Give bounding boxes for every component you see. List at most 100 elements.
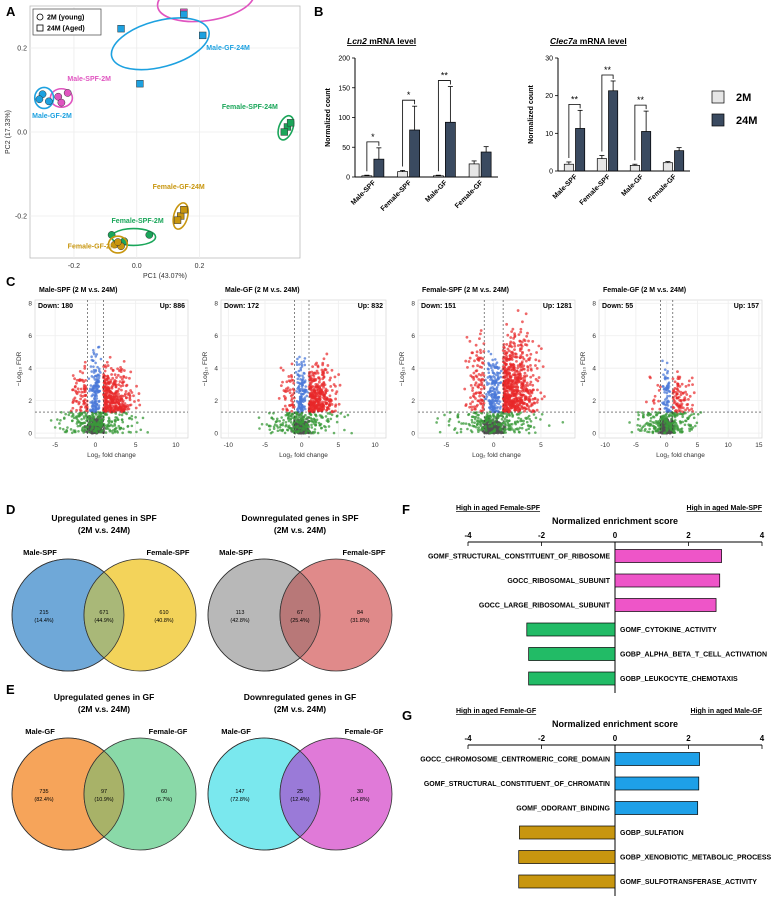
bar-2m <box>433 175 444 178</box>
volcano-x-tick-label: -10 <box>224 442 234 449</box>
volcano-point-sig <box>479 379 483 383</box>
volcano-point-sig <box>103 392 106 396</box>
volcano-point-sig <box>522 338 526 342</box>
pca-plot: -0.2 0.0 0.2 -0.2 0.0 0.2 PC1 (43.07%) PC2 (17.… <box>5 0 301 280</box>
volcano-point-sig <box>288 391 292 395</box>
volcano-point-sig <box>79 397 83 401</box>
bar-significance-bracket <box>366 141 380 172</box>
volcano-point-sig <box>535 408 539 412</box>
volcano-title: Female-GF (2 M v.s. 24M) <box>603 287 686 294</box>
venn-overlap-count: 25 <box>297 789 303 795</box>
volcano-point-fc <box>332 431 336 435</box>
volcano-point-sig <box>330 368 334 372</box>
venn-left-count: 215 <box>39 610 48 616</box>
venn-overlap-pct: (10.9%) <box>94 797 113 803</box>
volcano-point-sig <box>314 405 317 409</box>
volcano-point-sig <box>533 397 537 401</box>
volcano-point-fc <box>308 431 312 435</box>
volcano-point-fc <box>637 413 640 417</box>
volcano-point-sig <box>479 391 482 395</box>
volcano-point-sig <box>109 394 113 398</box>
volcano-point-fc <box>313 428 317 431</box>
volcano-point-fc <box>290 428 293 432</box>
gsea-bar <box>518 850 616 864</box>
volcano-frame <box>598 299 763 439</box>
venn-overlap-pct: (44.9%) <box>94 618 113 624</box>
volcano-point-fc <box>329 417 333 421</box>
volcano-point-fc <box>76 419 80 422</box>
volcano-point-sig <box>102 386 106 390</box>
volcano-point-sig <box>106 364 110 367</box>
gsea-term-label: GOBP_LEUKOCYTE_CHEMOTAXIS <box>620 676 738 683</box>
volcano-point-sig <box>123 394 127 397</box>
volcano-point-sig <box>510 406 514 410</box>
volcano-x-tick-label: 5 <box>134 442 138 449</box>
volcano-point-fdr <box>490 395 494 398</box>
volcano-point-fc <box>503 412 507 415</box>
volcano-point-fdr <box>662 373 665 376</box>
volcano-x-tick-label: 10 <box>725 442 733 449</box>
volcano-point-fdr <box>492 387 496 391</box>
volcano-point-sig <box>292 396 296 400</box>
volcano-point-sig <box>473 359 476 363</box>
volcano-point-fc <box>301 423 305 427</box>
volcano-point-fc <box>56 418 59 421</box>
volcano-point-fdr <box>487 371 491 375</box>
volcano-point-fdr <box>298 363 301 366</box>
volcano-point-sig <box>517 376 521 380</box>
volcano-point-fc <box>688 429 691 433</box>
volcano-point-sig <box>321 371 324 374</box>
volcano-point-fc <box>470 430 474 434</box>
volcano-point-fdr <box>492 407 495 411</box>
volcano-point-fdr <box>87 377 91 380</box>
volcano-point-fdr <box>487 350 490 353</box>
volcano-point-sig <box>687 383 691 387</box>
volcano-point-sig <box>109 407 113 411</box>
volcano-point-fc <box>90 413 94 417</box>
volcano-point-fc <box>636 423 639 427</box>
volcano-x-tick-label: 10 <box>172 442 180 449</box>
volcano-point-sig <box>515 399 519 403</box>
volcano-point-sig <box>137 392 141 395</box>
venn-left-pct: (72.8%) <box>230 797 249 803</box>
volcano-point-fdr <box>488 402 492 405</box>
volcano-point-fc <box>88 415 92 418</box>
volcano-point-sig <box>508 372 512 376</box>
volcano-point-fdr <box>298 355 301 359</box>
volcano-point-sig <box>691 383 694 387</box>
volcano-point-fdr <box>91 388 94 391</box>
venn-right-count: 30 <box>357 789 363 795</box>
volcano-point-fc <box>278 428 282 432</box>
volcano-point-sig <box>508 358 511 362</box>
volcano-point-sig <box>531 383 535 387</box>
volcano-point-sig <box>673 380 677 384</box>
volcano-point-sig <box>519 327 523 331</box>
volcano-point-sig <box>480 394 484 397</box>
volcano-point-sig <box>508 386 512 390</box>
volcano-point-sig <box>122 359 126 363</box>
volcano-point-fc <box>269 431 273 435</box>
volcano-point-sig <box>479 398 483 402</box>
volcano-point-fdr <box>99 371 102 374</box>
volcano-point-fc <box>92 419 95 423</box>
volcano-point-fc <box>319 422 323 426</box>
volcano-y-tick-label: 4 <box>411 366 415 373</box>
volcano-point-sig <box>522 379 526 383</box>
volcano-point-fdr <box>663 368 667 371</box>
volcano-point-fc <box>89 419 92 423</box>
volcano-point-fc <box>699 411 703 414</box>
venn-4: Downregulated genes in GF (2M v.s. 24M) Ma… <box>207 692 393 851</box>
volcano-point-fc <box>630 430 634 434</box>
volcano-point-fc <box>478 420 481 423</box>
venn-overlap-count: 671 <box>99 610 108 616</box>
volcano-point-sig <box>519 330 523 334</box>
volcano-point-fc <box>692 412 696 416</box>
volcano-point-sig <box>537 359 541 363</box>
volcano-point-fc <box>504 431 507 434</box>
volcano-point-fc <box>512 429 516 433</box>
volcano-point-fdr <box>93 398 97 402</box>
legend-swatch-2m <box>711 90 725 104</box>
panel-label-a: A <box>6 4 16 19</box>
volcano-x-axis-label: Log₂ fold change <box>87 452 136 459</box>
volcano-point-sig <box>292 405 296 409</box>
